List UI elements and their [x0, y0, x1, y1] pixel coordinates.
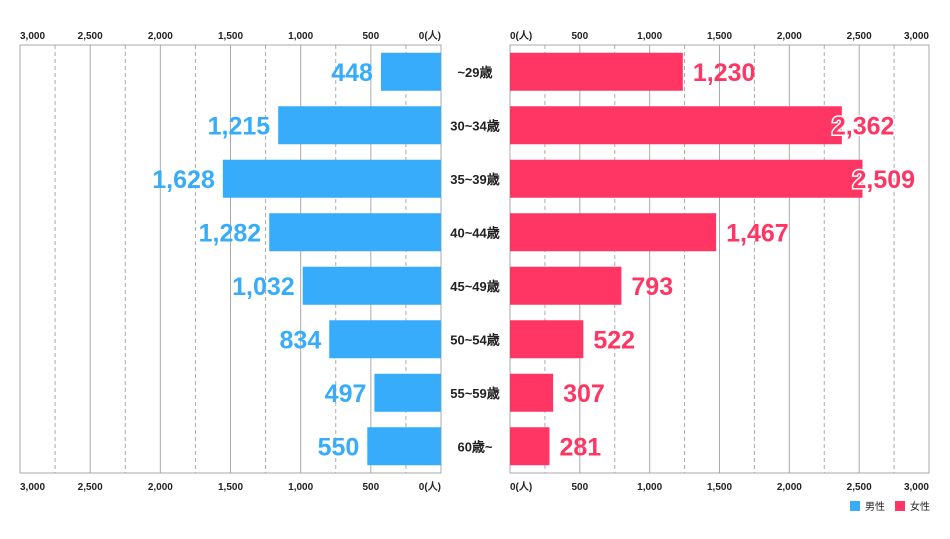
- age-group-label: 30~34歳: [450, 118, 500, 133]
- male-bar: [374, 373, 441, 412]
- legend-swatch-male: [850, 501, 860, 511]
- male-bar: [222, 159, 441, 198]
- tick-label-right: 500: [571, 482, 588, 493]
- female-value-label: 1,467: [726, 219, 789, 247]
- tick-label-left: 2,500: [78, 482, 103, 493]
- tick-label-right: 1,000: [637, 482, 662, 493]
- age-group-label: 55~59歳: [450, 386, 500, 401]
- female-bar: [510, 427, 550, 466]
- female-value-label: 281: [559, 433, 601, 461]
- tick-label-left: 0(人): [419, 29, 441, 42]
- tick-label-left: 500: [362, 31, 379, 42]
- male-value-label: 550: [318, 433, 360, 461]
- female-value-label: 2,509: [853, 166, 916, 194]
- female-bar: [510, 373, 554, 412]
- tick-label-left: 2,000: [148, 31, 173, 42]
- female-value-label: 2,362: [832, 112, 895, 140]
- tick-label-left: 2,000: [148, 482, 173, 493]
- age-group-label: ~29歳: [457, 65, 492, 80]
- female-bar: [510, 266, 622, 305]
- female-value-label: 793: [631, 273, 673, 301]
- age-group-label: 50~54歳: [450, 332, 500, 347]
- male-bar: [380, 52, 441, 91]
- age-group-label: 45~49歳: [450, 279, 500, 294]
- tick-label-left: 1,000: [288, 482, 313, 493]
- female-bar: [510, 213, 717, 252]
- age-group-label: 35~39歳: [450, 172, 500, 187]
- male-bar: [302, 266, 441, 305]
- tick-label-left: 1,000: [288, 31, 313, 42]
- tick-label-right: 2,000: [777, 31, 802, 42]
- tick-label-left: 1,500: [218, 482, 243, 493]
- tick-label-right: 1,500: [707, 482, 732, 493]
- tick-label-left: 0(人): [419, 480, 441, 493]
- tick-label-right: 3,000: [904, 482, 929, 493]
- tick-label-right: 500: [571, 31, 588, 42]
- tick-label-right: 0(人): [510, 29, 532, 42]
- male-value-label: 1,032: [232, 273, 295, 301]
- male-bar: [269, 213, 441, 252]
- male-bar: [329, 320, 441, 359]
- tick-label-right: 0(人): [510, 480, 532, 493]
- female-value-label: 522: [593, 326, 635, 354]
- tick-label-left: 3,000: [20, 31, 45, 42]
- tick-label-left: 1,500: [218, 31, 243, 42]
- male-bar: [278, 106, 441, 145]
- female-bar: [510, 106, 842, 145]
- legend-label-female: 女性: [910, 500, 930, 513]
- tick-label-right: 2,000: [777, 482, 802, 493]
- age-group-label: 60歳~: [457, 439, 492, 454]
- male-value-label: 834: [280, 326, 322, 354]
- male-value-label: 1,628: [152, 166, 215, 194]
- tick-label-right: 2,500: [847, 31, 872, 42]
- tick-label-right: 3,000: [904, 31, 929, 42]
- tick-label-right: 1,000: [637, 31, 662, 42]
- tick-label-left: 500: [362, 482, 379, 493]
- female-bar: [510, 52, 683, 91]
- tick-label-right: 1,500: [707, 31, 732, 42]
- male-value-label: 1,282: [199, 219, 262, 247]
- tick-label-right: 2,500: [847, 482, 872, 493]
- tick-label-left: 3,000: [20, 482, 45, 493]
- female-bar: [510, 320, 584, 359]
- male-value-label: 497: [325, 380, 367, 408]
- male-value-label: 448: [331, 59, 373, 87]
- tick-label-left: 2,500: [78, 31, 103, 42]
- male-value-label: 1,215: [208, 112, 271, 140]
- female-value-label: 307: [563, 380, 605, 408]
- legend-label-male: 男性: [865, 500, 885, 513]
- female-value-label: 1,230: [693, 59, 756, 87]
- age-group-label: 40~44歳: [450, 225, 500, 240]
- male-bar: [367, 427, 441, 466]
- legend-swatch-female: [895, 501, 905, 511]
- female-bar: [510, 159, 863, 198]
